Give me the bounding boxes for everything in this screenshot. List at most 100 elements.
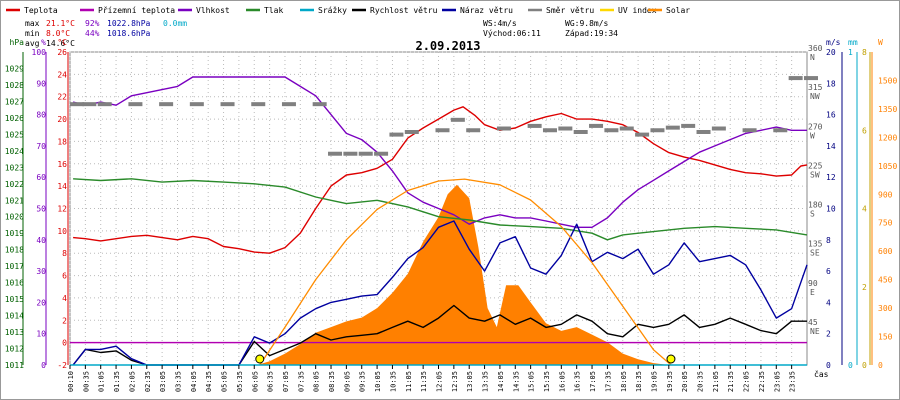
sunset-time: Západ:19:34 — [565, 29, 618, 38]
x-tick-label-12: 06:05 — [251, 371, 259, 392]
humidity-axis-tick-5: 50 — [36, 205, 46, 214]
wind-dir-mark-25 — [604, 128, 619, 133]
humidity-axis-tick-9: 90 — [36, 79, 46, 88]
x-tick-label-20: 10:05 — [374, 371, 382, 392]
rain-axis-tick-0: 0 — [848, 361, 853, 370]
solar-axis-tick-8: 1200 — [878, 133, 897, 142]
solar-axis-tick-1: 150 — [878, 333, 893, 342]
wind-dir-label-2: SE — [810, 249, 820, 258]
temperature-axis-tick-9: 16 — [57, 160, 67, 169]
wind-dir-mark-22 — [558, 126, 573, 131]
wind-dir-mark-10 — [328, 151, 343, 156]
pressure-axis-tick-4: 1015 — [5, 295, 24, 304]
wind-dir-mark-33 — [742, 128, 757, 133]
x-tick-label-47: 23:35 — [789, 371, 797, 392]
stat-avg-temp: 14.6°C — [46, 39, 75, 48]
pressure-axis-tick-7: 1018 — [5, 246, 24, 255]
series-solar-fill — [257, 184, 669, 365]
x-tick-label-38: 19:05 — [650, 371, 658, 392]
sunset-marker — [666, 354, 676, 364]
x-tick-label-0: 00:10 — [67, 371, 75, 392]
temperature-axis-tick-2: 2 — [62, 316, 67, 325]
wind-speed-axis-tick-0: 0 — [826, 361, 831, 370]
solar-axis-tick-6: 900 — [878, 190, 893, 199]
series-teplota — [73, 106, 808, 254]
wind-dir-tick-3: 180 — [808, 201, 823, 210]
wind-speed-axis-tick-4: 8 — [826, 236, 831, 245]
uv-axis-tick-1: 2 — [862, 283, 867, 292]
x-tick-label-19: 09:35 — [359, 371, 367, 392]
humidity-axis-tick-4: 40 — [36, 236, 46, 245]
sunrise-time: Východ:06:11 — [483, 29, 541, 38]
pressure-axis-tick-9: 1020 — [5, 213, 24, 222]
wind-dir-mark-12 — [358, 151, 373, 156]
wind-dir-label-5: W — [810, 131, 815, 140]
wind-dir-tick-6: 315 — [808, 83, 823, 92]
legend-label-6: Náraz větru — [460, 6, 513, 15]
rain-axis-tick-1: 1 — [848, 48, 853, 57]
solar-axis-tick-4: 600 — [878, 247, 893, 256]
solar-axis-tick-10: 1500 — [878, 76, 897, 85]
rain-axis-unit: mm — [848, 38, 858, 47]
wind-dir-mark-35 — [788, 76, 803, 81]
temperature-axis-tick-11: 20 — [57, 115, 67, 124]
wind-dir-mark-1 — [82, 102, 97, 107]
x-tick-label-41: 20:35 — [697, 371, 705, 392]
legend-label-9: Solar — [666, 6, 690, 15]
temperature-axis-tick-6: 10 — [57, 227, 67, 236]
x-tick-label-35: 17:35 — [604, 371, 612, 392]
x-tick-label-14: 07:05 — [282, 371, 290, 392]
humidity-axis-tick-7: 70 — [36, 142, 46, 151]
wind-wg: WG:9.8m/s — [565, 19, 609, 28]
x-tick-label-10: 05:05 — [221, 371, 229, 392]
wind-dir-mark-3 — [128, 102, 143, 107]
x-tick-label-30: 15:05 — [528, 371, 536, 392]
x-tick-label-6: 03:05 — [159, 371, 167, 392]
stat-max-rain: 0.0mm — [163, 19, 187, 28]
solar-axis-tick-2: 300 — [878, 304, 893, 313]
legend-label-1: Přízemní teplota — [98, 6, 175, 15]
wind-speed-axis-tick-10: 20 — [826, 48, 836, 57]
stat-max-label: max — [25, 19, 40, 28]
wind-dir-mark-4 — [159, 102, 174, 107]
pressure-axis-unit: hPa — [10, 38, 25, 47]
wind-speed-axis-tick-9: 18 — [826, 79, 836, 88]
x-tick-label-43: 21:35 — [727, 371, 735, 392]
series-tlak — [73, 178, 808, 241]
x-tick-label-37: 18:35 — [635, 371, 643, 392]
wind-dir-mark-17 — [450, 117, 465, 122]
x-tick-label-29: 14:35 — [512, 371, 520, 392]
solar-axis-tick-9: 1350 — [878, 105, 897, 114]
solar-axis-unit: W — [878, 38, 883, 47]
wind-dir-tick-7: 360 — [808, 44, 823, 53]
solar-axis-tick-7: 1050 — [878, 162, 897, 171]
wind-dir-mark-34 — [773, 128, 788, 133]
humidity-axis-unit: % — [41, 38, 46, 47]
wind-dir-mark-27 — [635, 132, 650, 137]
x-tick-label-34: 17:05 — [589, 371, 597, 392]
pressure-axis-tick-12: 1023 — [5, 163, 24, 172]
solar-axis-tick-0: 0 — [878, 361, 883, 370]
x-tick-label-27: 13:35 — [482, 371, 490, 392]
x-tick-label-46: 23:05 — [773, 371, 781, 392]
temperature-axis-tick-10: 18 — [57, 137, 67, 146]
x-tick-label-1: 00:35 — [82, 371, 90, 392]
humidity-axis-tick-10: 100 — [32, 48, 47, 57]
humidity-axis-tick-1: 10 — [36, 330, 46, 339]
wind-dir-mark-13 — [374, 151, 389, 156]
wind-speed-axis-unit: m/s — [826, 38, 841, 47]
legend: Teplota Přízemní teplota Vlhkost Tlak Srážky… — [6, 6, 690, 15]
pressure-axis-tick-10: 1021 — [5, 196, 24, 205]
wind-dir-mark-16 — [435, 128, 450, 133]
stat-min-temp: 8.0°C — [46, 29, 70, 38]
x-tick-label-9: 04:35 — [205, 371, 213, 392]
pressure-axis-tick-15: 1026 — [5, 114, 24, 123]
wind-dir-mark-0 — [70, 102, 85, 107]
solar-axis-tick-3: 450 — [878, 276, 893, 285]
stats-panel: max 21.1°C 92% 1022.8hPa 0.0mm min 8.0°C… — [25, 19, 187, 48]
stat-max-hum: 92% — [85, 19, 100, 28]
pressure-axis-tick-17: 1028 — [5, 81, 24, 90]
wind-speed-axis-tick-6: 12 — [826, 173, 836, 182]
wind-dir-mark-36 — [804, 76, 818, 81]
